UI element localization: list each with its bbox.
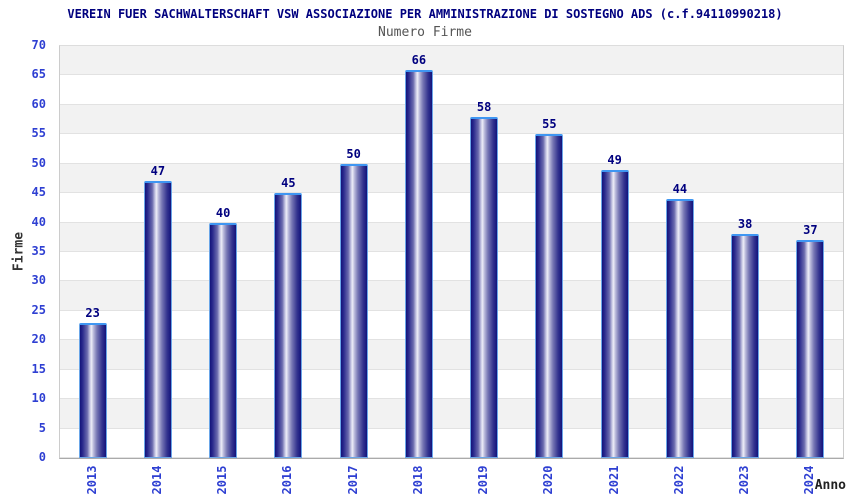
bar-value-label: 50 [346,146,361,161]
background-band [60,369,843,400]
bar-2017 [339,163,368,458]
x-tick-label: 2023 [737,465,752,495]
y-tick-label: 35 [31,244,46,258]
bar-2020 [535,134,564,458]
bar-value-label: 55 [542,117,557,132]
background-band [60,310,843,341]
bar-2022 [665,199,694,458]
background-band [60,340,843,370]
x-tick-label: 2013 [84,465,99,495]
background-band [60,193,843,223]
y-tick-label: 0 [38,450,46,464]
chart-subtitle: Numero Firme [378,25,472,40]
plot-area: 23 47 40 45 50 66 58 55 49 44 38 37 [59,45,844,459]
x-tick-label: 2018 [410,465,425,495]
x-tick-label: 2019 [476,465,491,495]
y-tick-label: 30 [31,273,46,288]
y-tick-label: 45 [31,185,46,200]
y-tick-label: 15 [31,361,46,376]
bar-value-label: 37 [803,223,818,238]
background-band [60,134,843,164]
bar-value-label: 38 [737,217,753,232]
chart-title: VEREIN FUER SACHWALTERSCHAFT VSW ASSOCIA… [67,7,783,21]
x-tick-label: 2022 [671,465,686,495]
background-band [60,46,843,76]
bar-value-label: 66 [411,52,427,67]
background-band [60,399,843,429]
y-tick-label: 20 [31,332,46,347]
bar-value-label: 44 [672,182,688,197]
background-band [60,163,843,194]
x-tick-label: 2016 [280,465,295,495]
background-band [60,281,843,311]
x-tick-label: 2017 [345,465,360,495]
y-tick-label: 55 [31,126,46,141]
bar-value-label: 23 [85,305,100,320]
bar-2019 [470,116,499,458]
background-band [60,75,843,105]
bar-value-label: 58 [476,99,492,114]
background-band [60,252,843,282]
y-tick-label: 5 [38,420,46,435]
y-tick-label: 40 [31,214,46,229]
bar-2013 [78,322,107,458]
background-band [60,428,843,458]
background-band [60,104,843,135]
x-tick-label: 2020 [541,465,556,495]
bar-value-label: 40 [215,205,231,220]
background-band [60,222,843,252]
bar-2014 [143,181,172,458]
y-tick-label: 70 [31,38,46,52]
bar-2016 [274,193,303,458]
x-tick-label: 2014 [149,465,164,495]
x-axis-label: Anno [814,478,846,493]
bar-2018 [404,69,433,458]
x-tick-label: 2015 [215,465,230,495]
x-tick-label: 2021 [606,465,621,495]
bar-2023 [731,234,760,458]
y-tick-label: 50 [31,155,46,170]
y-tick-label: 60 [31,96,46,111]
y-tick-label: 25 [31,302,46,317]
bar-2015 [209,222,238,458]
bar-value-label: 45 [281,176,296,191]
bar-2021 [600,169,629,458]
x-axis-ticks: 2013 2014 2015 2016 2017 2018 2019 2020 2021 2022… [59,458,842,500]
bar-value-label: 47 [150,164,166,179]
y-tick-label: 65 [31,67,46,82]
y-axis-ticks: 0 5 10 15 20 25 30 35 40 45 50 55 60 65 70 [0,38,52,464]
bar-2024 [796,240,825,458]
y-tick-label: 10 [31,391,46,406]
bar-value-label: 49 [607,152,622,167]
